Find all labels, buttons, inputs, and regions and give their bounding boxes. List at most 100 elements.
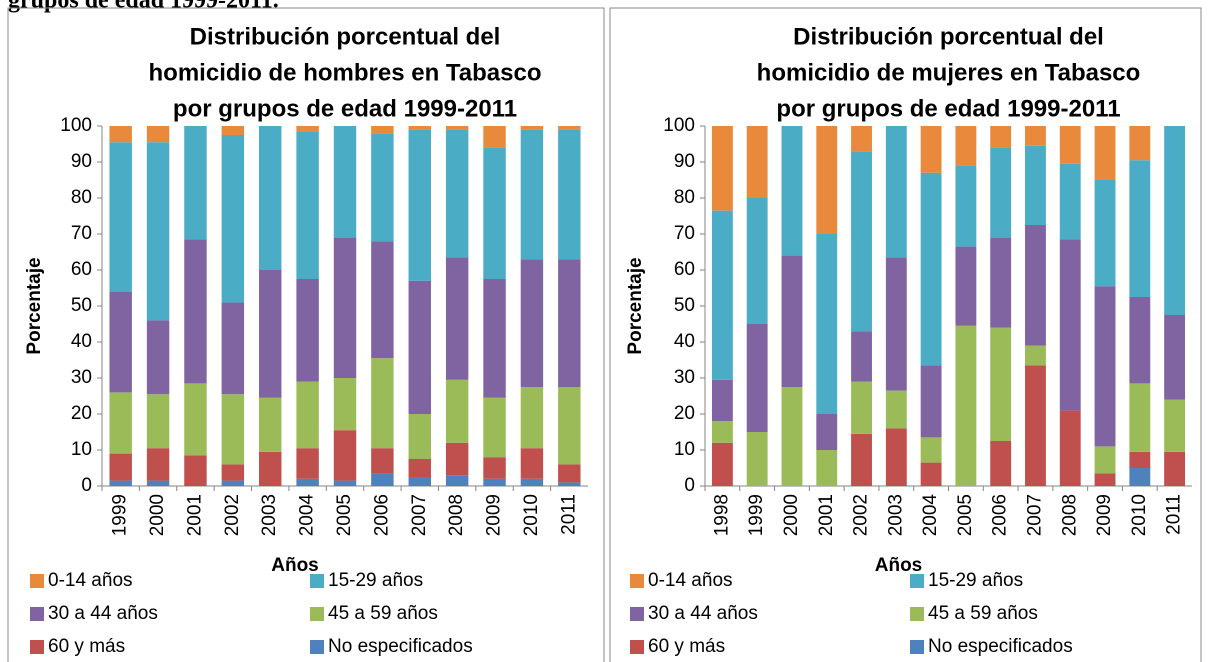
- chart-title: homicidio de hombres en Tabasco: [149, 59, 542, 86]
- bar-segment: [885, 126, 907, 258]
- bar-segment: [1059, 126, 1081, 164]
- bar-segment: [1164, 451, 1186, 486]
- bar-segment: [1094, 126, 1116, 180]
- bar-segment: [445, 129, 469, 258]
- bar-segment: [109, 453, 132, 481]
- legend-label: No especificados: [328, 636, 473, 657]
- bar-segment: [990, 237, 1012, 328]
- bar-segment: [483, 126, 506, 148]
- bar-segment: [1129, 451, 1151, 468]
- y-tick-label: 10: [71, 439, 92, 460]
- legend-swatch: [630, 640, 644, 654]
- bar-segment: [920, 437, 942, 463]
- legend-swatch: [630, 574, 644, 588]
- y-tick-label: 70: [674, 223, 695, 244]
- legend-label: 30 a 44 años: [48, 603, 158, 624]
- panel-frame: [7, 7, 605, 662]
- bar-segment: [296, 478, 319, 486]
- bar-segment: [371, 241, 394, 359]
- bar-segment: [408, 459, 431, 477]
- chart-title: Distribución porcentual del: [190, 23, 501, 50]
- bar-segment: [371, 133, 394, 242]
- bar-segment: [920, 365, 942, 438]
- bar-segment: [483, 147, 506, 279]
- legend-label: 15-29 años: [928, 570, 1023, 591]
- y-tick-label: 50: [71, 295, 92, 316]
- y-tick-label: 90: [674, 151, 695, 172]
- bar-segment: [1129, 297, 1151, 384]
- x-tick-label: 2009: [1094, 494, 1115, 536]
- legend-label: 45 a 59 años: [928, 603, 1038, 624]
- bar-segment: [296, 381, 319, 449]
- y-tick-label: 80: [71, 187, 92, 208]
- bar-segment: [296, 131, 319, 279]
- bar-segment: [816, 126, 838, 234]
- bar-segment: [1059, 163, 1081, 240]
- bar-segment: [445, 379, 469, 443]
- x-tick-label: 2005: [955, 494, 976, 536]
- legend-swatch: [310, 574, 324, 588]
- y-tick-label: 90: [71, 151, 92, 172]
- bar-segment: [1025, 225, 1046, 346]
- bar-segment: [259, 397, 282, 452]
- bar-segment: [1164, 126, 1186, 315]
- bar-segment: [146, 126, 170, 143]
- bar-segment: [1059, 410, 1081, 486]
- bar-segment: [558, 482, 581, 486]
- chart-title: Distribución porcentual del: [793, 23, 1104, 50]
- legend-swatch: [30, 607, 44, 621]
- bar-segment: [781, 387, 803, 486]
- legend-label: 0-14 años: [648, 570, 733, 591]
- legend-swatch: [310, 607, 324, 621]
- bar-segment: [1164, 315, 1186, 400]
- y-tick-label: 0: [81, 475, 92, 496]
- bar-segment: [445, 257, 469, 380]
- legend-swatch: [910, 574, 924, 588]
- x-tick-label: 2004: [297, 494, 318, 537]
- chart-title: por grupos de edad 1999-2011: [776, 95, 1120, 122]
- bar-segment: [296, 448, 319, 479]
- bar-segment: [333, 126, 357, 238]
- bar-segment: [955, 325, 977, 486]
- bar-segment: [445, 442, 469, 476]
- bar-segment: [408, 126, 431, 130]
- bar-segment: [920, 126, 942, 173]
- bar-segment: [1129, 160, 1151, 297]
- bar-segment: [920, 462, 942, 486]
- legend-label: 60 y más: [48, 636, 125, 657]
- x-tick-label: 2001: [184, 494, 205, 536]
- bar-segment: [990, 327, 1012, 441]
- bar-segment: [371, 126, 394, 134]
- bar-segment: [296, 279, 319, 382]
- bar-segment: [885, 390, 907, 429]
- x-tick-label: 2009: [484, 494, 505, 536]
- bar-segment: [781, 126, 803, 256]
- bar-segment: [184, 455, 207, 486]
- bar-segment: [445, 126, 469, 130]
- bar-segment: [520, 387, 544, 449]
- y-tick-label: 0: [684, 475, 695, 496]
- x-tick-label: 2000: [781, 494, 802, 536]
- legend-label: 30 a 44 años: [648, 603, 758, 624]
- x-tick-label: 2003: [259, 494, 280, 536]
- bar-segment: [558, 259, 581, 387]
- x-tick-label: 2008: [446, 494, 467, 536]
- bar-segment: [259, 126, 282, 270]
- bar-segment: [520, 259, 544, 387]
- x-tick-label: 2006: [990, 494, 1011, 536]
- bar-segment: [146, 142, 170, 321]
- y-tick-label: 10: [674, 439, 695, 460]
- legend-label: 60 y más: [648, 636, 725, 657]
- bar-segment: [333, 480, 357, 486]
- x-tick-label: 1999: [746, 494, 767, 536]
- legend-label: No especificados: [928, 636, 1073, 657]
- bar-segment: [711, 442, 733, 486]
- y-tick-label: 30: [674, 367, 695, 388]
- x-tick-label: 2005: [334, 494, 355, 536]
- x-tick-label: 1998: [711, 494, 732, 536]
- bar-segment: [408, 129, 431, 281]
- bar-segment: [109, 392, 132, 454]
- bar-segment: [711, 421, 733, 443]
- bar-segment: [109, 480, 132, 486]
